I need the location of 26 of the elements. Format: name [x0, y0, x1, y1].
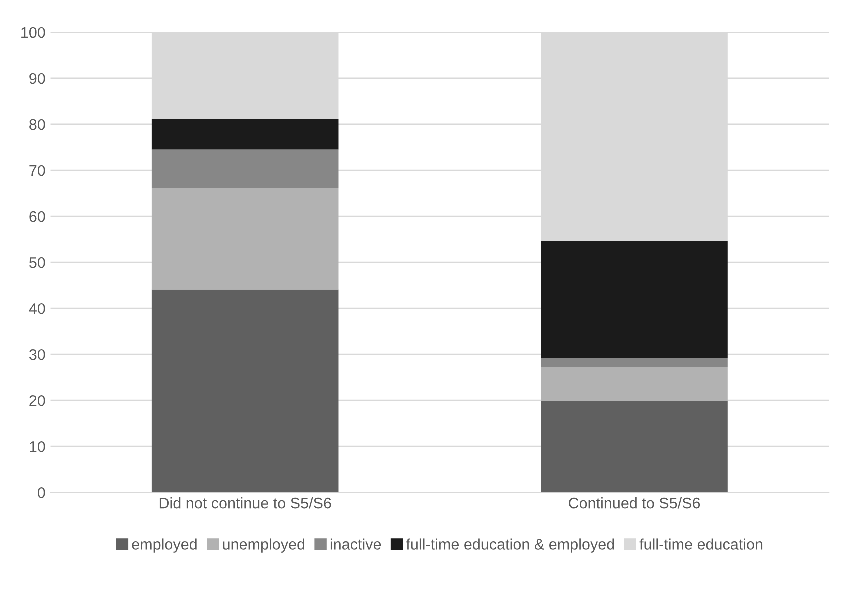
legend-label: unemployed: [223, 538, 305, 553]
bar: [541, 367, 728, 402]
legend-label: full-time education & employed: [406, 538, 614, 553]
y-tick-label: 40: [29, 303, 46, 314]
y-tick-label: 50: [30, 257, 46, 268]
y-tick-label: 0: [38, 488, 46, 498]
y-tick-label: 60: [30, 211, 46, 222]
bar: [152, 290, 339, 493]
y-tick-label: 70: [30, 165, 46, 176]
bar: [152, 188, 339, 290]
bar: [152, 118, 339, 150]
bar: [541, 358, 728, 368]
bar: [541, 241, 728, 358]
y-tick-label: 10: [30, 442, 46, 452]
y-tick-label: 90: [30, 73, 46, 84]
x-tick-label: Did not continue to S5/S6: [160, 498, 332, 509]
legend-label: inactive: [330, 538, 382, 550]
x-tick-label: Continued to S5/S6: [569, 498, 700, 509]
bar: [152, 150, 339, 188]
bar: [541, 401, 728, 493]
legend-label: full-time education: [640, 538, 763, 550]
y-tick-label: 20: [30, 395, 46, 406]
legend-label: employed: [132, 538, 197, 553]
y-tick-label: 30: [29, 349, 46, 360]
y-tick-label: 100: [22, 27, 46, 38]
y-tick-label: 80: [30, 119, 46, 130]
